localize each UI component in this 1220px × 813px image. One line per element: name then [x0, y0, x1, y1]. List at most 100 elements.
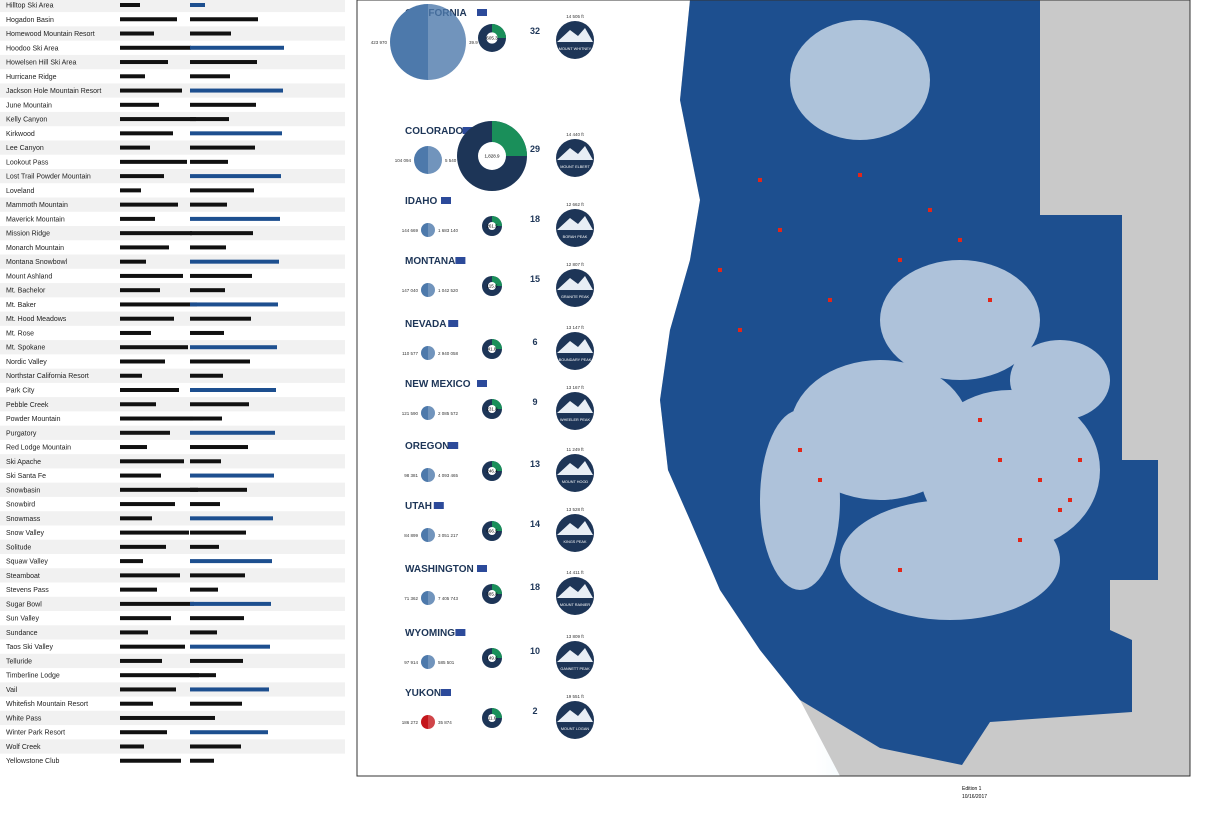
- pie-center: [488, 467, 496, 475]
- flag: [441, 689, 451, 696]
- pie-label: 385.8: [486, 592, 498, 597]
- row-bar: [120, 502, 175, 507]
- row-bar: [190, 159, 228, 164]
- area-half: [421, 406, 428, 420]
- row-bar: [120, 701, 153, 706]
- row-bar: [190, 701, 242, 706]
- row-bar: [190, 345, 277, 350]
- peak-elevation: 13 167 ft: [566, 385, 584, 390]
- peak-elevation: 11 249 ft: [566, 447, 584, 452]
- resort-markers: [718, 173, 1082, 572]
- flag: [477, 9, 487, 16]
- state-name: IDAHO: [405, 196, 437, 207]
- row-bar: [120, 60, 168, 65]
- row-bar: [120, 174, 164, 179]
- flag: [455, 629, 466, 636]
- pie-center: [488, 345, 496, 353]
- row-bar: [190, 430, 275, 435]
- date: 10/16/2017: [962, 794, 987, 800]
- resort-marker: [758, 178, 762, 182]
- pop-label: 35 874: [438, 720, 452, 725]
- pie-center: [488, 590, 496, 598]
- row-band: [0, 368, 345, 383]
- peak-name: MOUNT WHITNEY: [559, 47, 592, 51]
- snow-cover: [760, 20, 1110, 620]
- peak-shape: [557, 584, 593, 598]
- row-bar: [190, 330, 224, 335]
- peak-shape: [557, 648, 593, 662]
- row-bar: [120, 673, 199, 678]
- row-bar: [120, 630, 148, 635]
- row-bar: [190, 373, 223, 378]
- resort-name: Loveland: [6, 188, 35, 195]
- peak-shape: [557, 461, 593, 475]
- pie-center: [486, 32, 498, 44]
- row-band: [0, 397, 345, 412]
- row-bar: [190, 544, 219, 549]
- row-bar: [190, 530, 246, 535]
- state-name: WASHINGTON: [405, 564, 474, 575]
- area-half: [421, 223, 428, 237]
- row-bar: [120, 88, 182, 93]
- resort-list: Hilltop Ski Area Hogadon Basin Homewood Mo…: [0, 0, 345, 765]
- resort-name: June Mountain: [6, 102, 52, 109]
- row-band: [0, 140, 345, 155]
- state-name: YUKON: [405, 688, 441, 699]
- pie-center: [488, 222, 496, 230]
- row-bar: [120, 345, 188, 350]
- row-bar: [120, 102, 159, 107]
- pie-label: 605.3: [486, 36, 498, 41]
- peak-name: GANNETT PEAK: [560, 667, 590, 671]
- resort-name: Snow Valley: [6, 530, 45, 537]
- resort-name: Snowbird: [6, 502, 35, 509]
- resort-marker: [1038, 478, 1042, 482]
- resort-marker: [998, 458, 1002, 462]
- row-bar: [120, 587, 157, 592]
- pop-label: 585 501: [438, 660, 455, 665]
- resort-name: Snowbasin: [6, 487, 40, 494]
- row-bar: [190, 687, 269, 692]
- row-bar: [190, 145, 255, 150]
- area-half: [421, 346, 428, 360]
- peak-elevation: 12 807 ft: [566, 262, 584, 267]
- resort-name: Jackson Hole Mountain Resort: [6, 88, 101, 95]
- pie-center: [488, 654, 496, 662]
- row-band: [0, 425, 345, 440]
- area-half: [390, 4, 428, 80]
- peak-elevation: 13 147 ft: [566, 325, 584, 330]
- resort-name: Homewood Mountain Resort: [6, 31, 95, 38]
- state-name: WYOMING: [405, 628, 455, 639]
- resort-name: White Pass: [6, 715, 42, 722]
- pop-label: 2 940 058: [438, 351, 459, 356]
- pop-half: [428, 468, 435, 482]
- resort-count: 18: [530, 214, 540, 224]
- resort-name: Mt. Baker: [6, 302, 37, 309]
- row-bar: [190, 316, 251, 321]
- resort-count: 18: [530, 582, 540, 592]
- row-bar: [190, 60, 257, 65]
- pop-half: [428, 223, 435, 237]
- row-bar: [120, 416, 193, 421]
- resort-name: Pebble Creek: [6, 402, 49, 409]
- row-bar: [190, 416, 222, 421]
- map-frame: [356, 0, 1191, 777]
- resort-marker: [978, 418, 982, 422]
- resort-count: 10: [530, 646, 540, 656]
- resort-count: 2: [532, 706, 537, 716]
- row-bar: [120, 17, 177, 22]
- state-name: COLORADO: [405, 126, 464, 137]
- area-label: 98 381: [404, 473, 418, 478]
- row-bar: [190, 758, 214, 763]
- row-bar: [120, 715, 190, 720]
- row-bar: [190, 131, 282, 136]
- peak-name: KINGS PEAK: [563, 540, 586, 544]
- row-bar: [190, 3, 205, 7]
- row-band: [0, 54, 345, 70]
- peak-shape: [557, 708, 593, 722]
- resort-name: Yellowstone Club: [6, 758, 60, 765]
- pie-label: 246.4: [486, 469, 498, 474]
- row-bar: [120, 145, 150, 150]
- row-bar: [190, 388, 276, 392]
- peak-shape: [557, 399, 593, 413]
